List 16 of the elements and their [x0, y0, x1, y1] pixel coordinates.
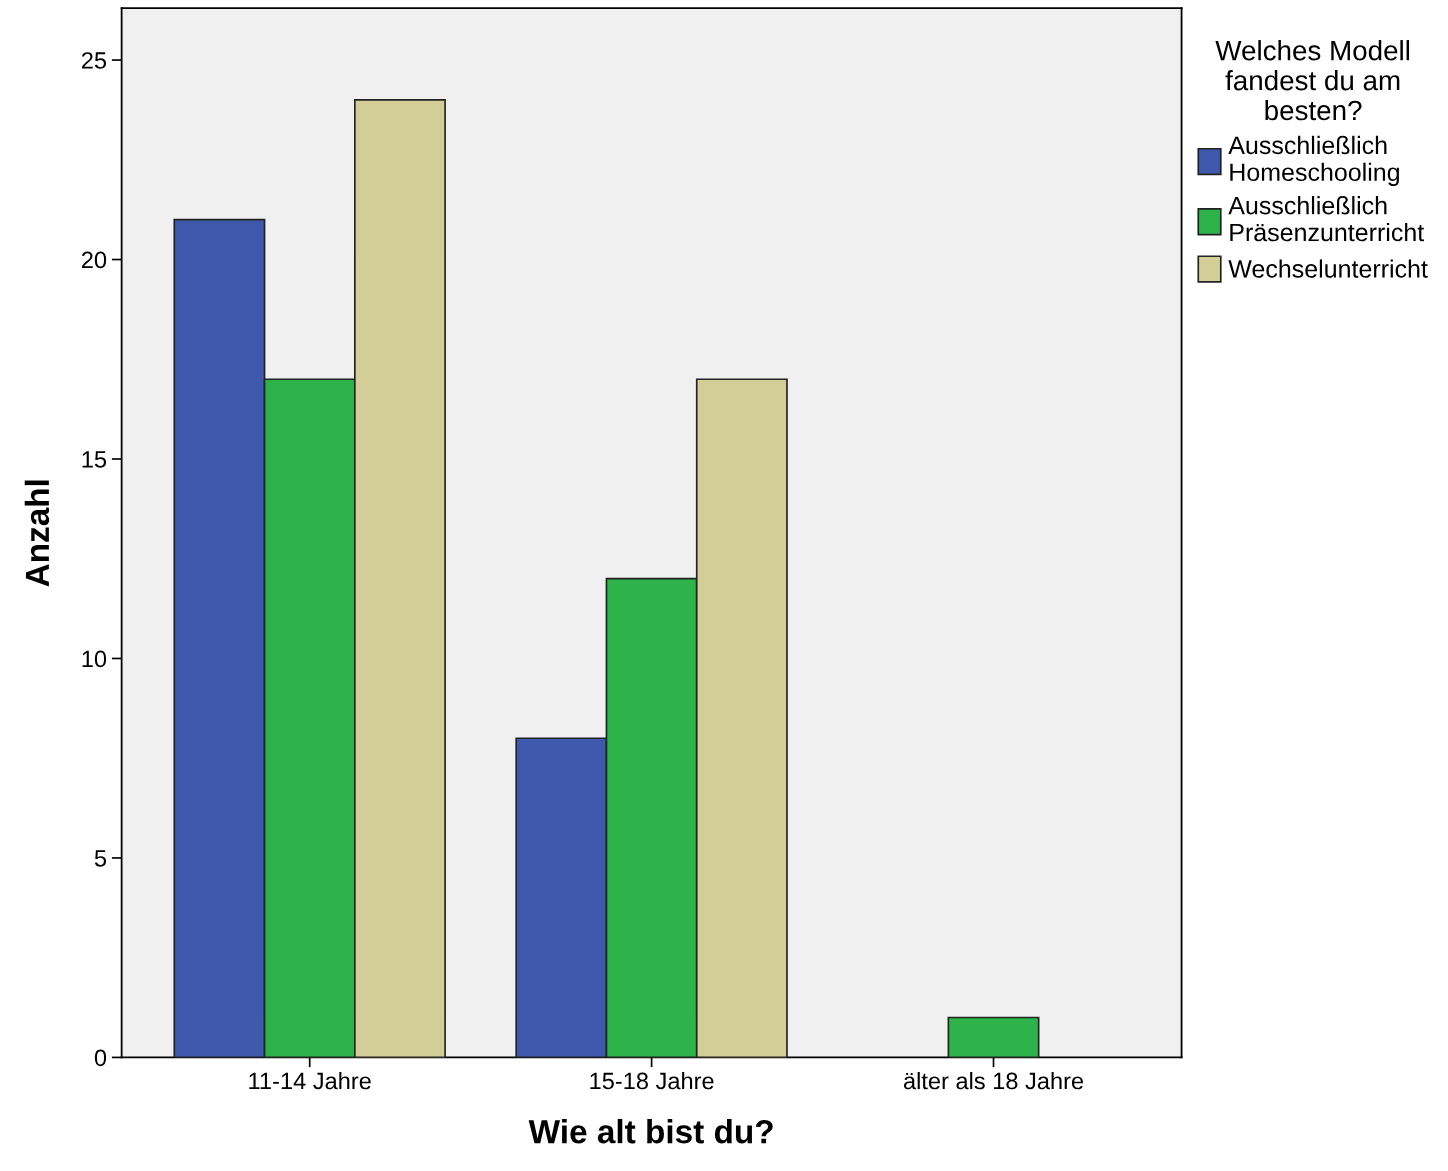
y-tick-label: 15 — [82, 451, 107, 468]
bar — [947, 1016, 1040, 1058]
y-tick-label: 5 — [94, 850, 107, 867]
x-tick-label: 15-18 Jahre — [590, 1072, 714, 1090]
y-tick-label: 25 — [81, 52, 107, 69]
y-axis-title: Anzahl — [24, 480, 50, 587]
x-tick-label: 11-14 Jahre — [249, 1072, 371, 1090]
y-tick-label: 0 — [94, 1049, 107, 1067]
x-axis-title: Wie alt bist du? — [528, 1119, 773, 1144]
x-tick-label: älter als 18 Jahre — [903, 1072, 1084, 1090]
legend-label: Wechselunterricht — [1228, 259, 1428, 278]
y-tick-label: 10 — [82, 650, 107, 668]
legend-label: Ausschließlich Homeschooling — [1228, 135, 1399, 187]
legend-title: Welches Modell fandest du am besten? — [1215, 40, 1410, 121]
y-tick-label: 20 — [81, 251, 107, 269]
legend-label: Ausschließlich Präsenzunterricht — [1228, 196, 1425, 242]
